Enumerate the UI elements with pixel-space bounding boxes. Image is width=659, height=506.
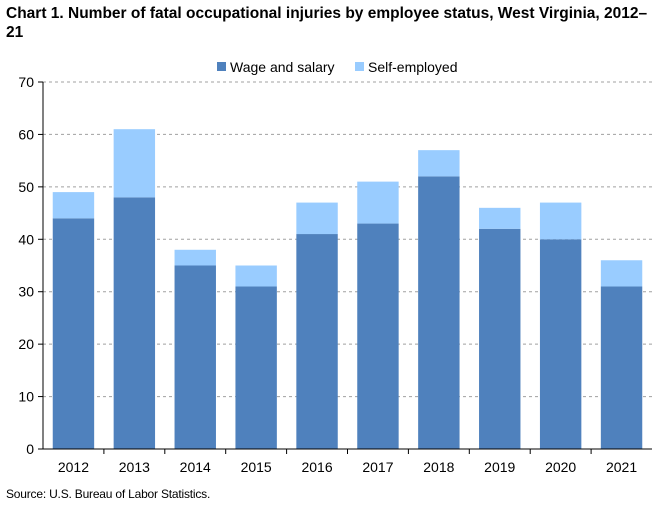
bars [52, 129, 643, 449]
x-tick-label: 2019 [484, 459, 515, 475]
legend: Wage and salary Self-employed [217, 59, 458, 75]
y-tick-label: 50 [18, 179, 34, 195]
source-note: Source: U.S. Bureau of Labor Statistics. [6, 487, 211, 501]
x-tick-label: 2015 [241, 459, 272, 475]
x-tick-label: 2016 [301, 459, 332, 475]
axes [38, 81, 652, 454]
bar-wage-and-salary-2013 [113, 197, 156, 449]
x-tick-label: 2014 [180, 459, 211, 475]
y-tick-label: 40 [18, 231, 34, 247]
bar-self-employed-2019 [479, 207, 521, 229]
legend-label-self-employed: Self-employed [368, 59, 458, 75]
bar-wage-and-salary-2020 [539, 239, 582, 449]
bar-wage-and-salary-2017 [357, 223, 399, 449]
legend-label-wage-and-salary: Wage and salary [230, 59, 335, 75]
x-tick-label: 2021 [606, 459, 637, 475]
bar-self-employed-2021 [600, 260, 643, 287]
bar-self-employed-2013 [113, 129, 156, 198]
bar-self-employed-2012 [52, 192, 95, 219]
y-axis-tick-labels: 0 10 20 30 40 50 60 70 [18, 74, 34, 457]
bar-wage-and-salary-2021 [600, 286, 643, 449]
y-tick-label: 0 [26, 441, 34, 457]
bar-wage-and-salary-2018 [418, 176, 460, 449]
x-tick-label: 2018 [423, 459, 454, 475]
bar-self-employed-2020 [539, 202, 582, 240]
bar-self-employed-2018 [418, 150, 460, 177]
bar-wage-and-salary-2012 [52, 218, 95, 449]
bar-wage-and-salary-2015 [235, 286, 277, 449]
x-axis-tick-labels: 2012 2013 2014 2015 2016 2017 2018 2019 2020 2021 [58, 459, 637, 475]
y-tick-label: 30 [18, 284, 34, 300]
y-tick-label: 70 [18, 74, 34, 90]
bar-self-employed-2016 [296, 202, 338, 235]
x-tick-label: 2012 [58, 459, 89, 475]
y-tick-label: 20 [18, 336, 34, 352]
x-tick-label: 2013 [119, 459, 150, 475]
legend-swatch-self-employed [355, 62, 364, 71]
bar-self-employed-2015 [235, 265, 277, 287]
legend-swatch-wage-and-salary [217, 62, 226, 71]
chart-title: Chart 1. Number of fatal occupational in… [6, 5, 648, 41]
bar-self-employed-2017 [357, 181, 399, 224]
bar-self-employed-2014 [174, 249, 216, 266]
y-tick-label: 10 [18, 389, 34, 405]
x-tick-label: 2020 [545, 459, 576, 475]
y-tick-label: 60 [18, 126, 34, 142]
bar-wage-and-salary-2016 [296, 234, 338, 449]
x-tick-label: 2017 [362, 459, 393, 475]
bar-wage-and-salary-2019 [479, 228, 521, 449]
bar-wage-and-salary-2014 [174, 265, 216, 449]
